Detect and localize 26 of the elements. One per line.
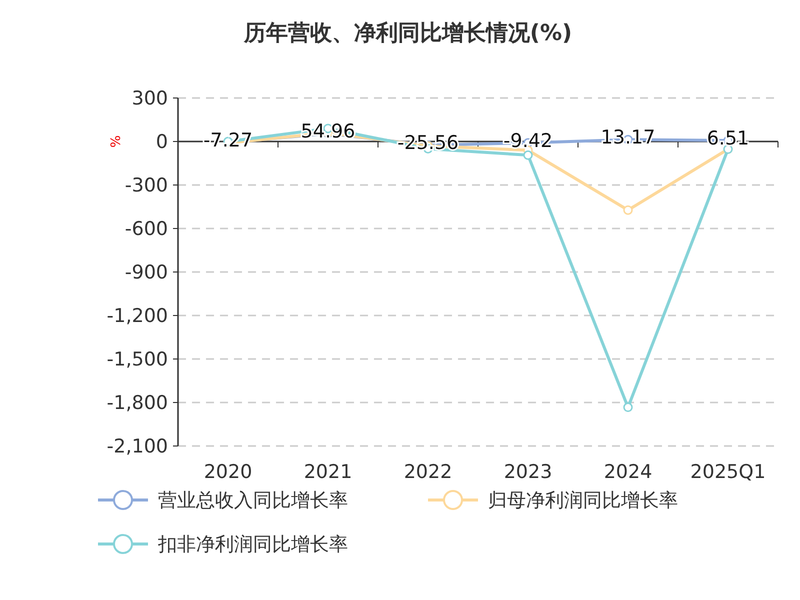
y-tick-label: -300: [124, 174, 168, 197]
data-label: -7.27: [203, 130, 253, 152]
x-tick-label: 2024: [604, 461, 652, 483]
x-tick-label: 2025Q1: [690, 461, 766, 483]
x-tick-label: 2023: [504, 461, 552, 483]
legend-label: 归母净利润同比增长率: [488, 490, 678, 512]
x-tick-label: 2021: [304, 461, 352, 483]
y-tick-label: 300: [132, 88, 168, 110]
y-axis-title: %: [109, 135, 124, 148]
point: [623, 205, 633, 215]
point: [523, 150, 533, 160]
x-tick-label: 2022: [404, 461, 452, 483]
y-tick-label: 0: [156, 131, 168, 154]
data-label: -9.42: [503, 130, 553, 152]
legend-label: 扣非净利润同比增长率: [157, 534, 348, 556]
y-tick-label: -600: [124, 218, 168, 240]
y-tick-label: -1,200: [106, 305, 168, 328]
y-tick-label: -2,100: [106, 436, 168, 458]
y-tick-label: -1,500: [106, 348, 168, 371]
data-label: 54.96: [300, 120, 356, 143]
y-tick-label: -1,800: [106, 392, 168, 414]
point: [623, 402, 633, 412]
x-tick-label: 2020: [204, 461, 252, 483]
chart-title: 历年营收、净利同比增长情况(%): [242, 21, 572, 46]
legend-label: 营业总收入同比增长率: [158, 490, 348, 512]
y-tick-label: -900: [124, 262, 168, 284]
